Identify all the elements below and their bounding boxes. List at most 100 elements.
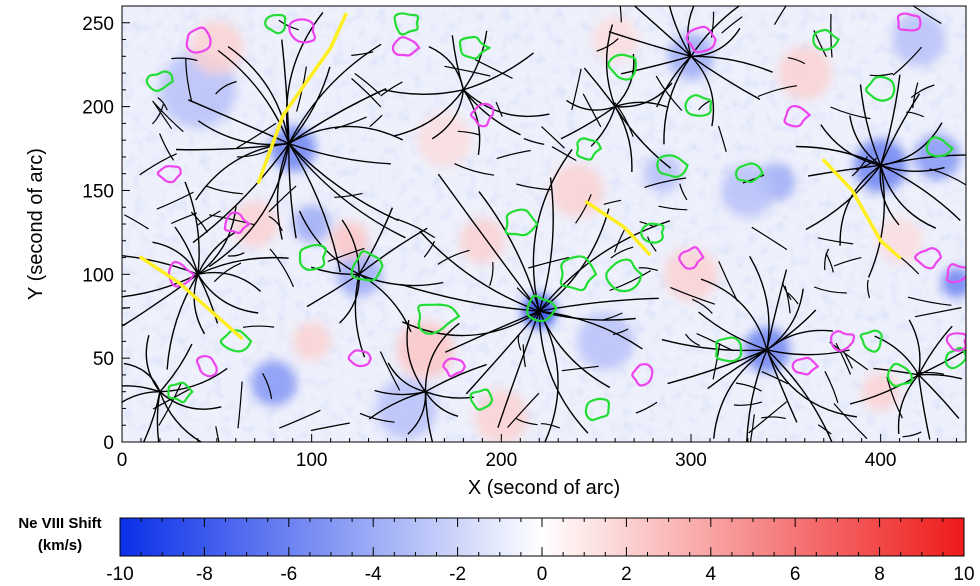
- blueshift-region: [892, 12, 946, 67]
- positive-contour: [715, 336, 743, 363]
- field-line: [566, 99, 616, 111]
- field-line: [424, 391, 459, 417]
- field-line: [742, 174, 765, 184]
- positive-contour: [559, 255, 598, 292]
- colorbar-tick-label: -4: [365, 564, 382, 585]
- positive-contour: [684, 94, 713, 117]
- field-line: [690, 27, 741, 57]
- positive-contour: [167, 381, 194, 404]
- negative-contour: [783, 104, 812, 128]
- field-line: [717, 125, 727, 152]
- field-line: [707, 349, 768, 390]
- field-line: [419, 230, 540, 312]
- field-line: [123, 362, 161, 392]
- positive-contour: [656, 154, 689, 178]
- field-line: [379, 351, 401, 391]
- field-line: [268, 185, 297, 213]
- field-line: [424, 322, 460, 392]
- field-line: [451, 35, 465, 90]
- field-line: [157, 97, 168, 111]
- field-line: [327, 247, 365, 263]
- field-line: [159, 391, 203, 442]
- field-line: [334, 116, 367, 130]
- field-line: [700, 278, 768, 350]
- field-line: [644, 177, 687, 188]
- field-line: [835, 342, 852, 375]
- field-line: [830, 106, 871, 120]
- field-line: [171, 57, 198, 62]
- field-line: [310, 422, 350, 432]
- neutral-line: [139, 255, 244, 340]
- magnetic-field-lines: [122, 6, 966, 442]
- field-line: [153, 102, 184, 133]
- positive-contour: [264, 13, 287, 35]
- field-line: [603, 199, 622, 205]
- field-line: [192, 143, 290, 244]
- field-line: [603, 312, 623, 321]
- field-line: [690, 55, 761, 101]
- field-line: [619, 6, 622, 23]
- field-line: [859, 84, 882, 166]
- field-line: [237, 381, 243, 429]
- blueshift-region: [250, 360, 297, 407]
- field-line: [880, 154, 966, 166]
- field-line: [825, 252, 834, 273]
- negative-contour: [914, 247, 943, 270]
- field-line: [608, 31, 692, 57]
- field-line: [236, 149, 269, 158]
- field-line: [457, 130, 481, 136]
- field-line: [880, 74, 901, 166]
- x-tick-label: 300: [675, 450, 707, 471]
- field-line: [880, 165, 937, 229]
- neutral-line: [256, 12, 348, 184]
- field-line: [879, 165, 900, 226]
- positive-contour: [735, 162, 764, 184]
- negative-contour: [391, 36, 421, 57]
- field-line: [539, 310, 636, 321]
- field-line: [444, 65, 491, 77]
- positive-contour: [469, 388, 494, 411]
- field-line: [406, 319, 427, 393]
- field-line: [507, 392, 540, 428]
- positive-contour: [350, 250, 384, 282]
- colorbar-unit: (km/s): [38, 537, 82, 554]
- field-line: [596, 38, 619, 52]
- x-tick-label: 400: [865, 450, 897, 471]
- field-line: [166, 273, 199, 370]
- field-line: [690, 55, 715, 127]
- negative-contour: [945, 263, 966, 284]
- field-line: [874, 335, 920, 376]
- y-tick-label: 50: [93, 349, 114, 370]
- positive-contour: [640, 222, 665, 244]
- y-tick-label: 200: [82, 98, 114, 119]
- field-line: [820, 124, 881, 166]
- field-line: [635, 401, 658, 414]
- field-line: [522, 344, 526, 368]
- field-line: [880, 164, 961, 222]
- field-line: [516, 287, 534, 304]
- field-line: [735, 382, 762, 392]
- y-tick-label: 100: [82, 265, 114, 286]
- field-line: [830, 13, 833, 58]
- field-line: [268, 215, 283, 232]
- colorbar-tick-label: 10: [953, 564, 974, 585]
- field-line: [489, 262, 494, 287]
- field-line: [656, 55, 692, 108]
- colorbar-tick-label: 6: [790, 564, 801, 585]
- redshift-region: [664, 247, 718, 301]
- field-line: [698, 311, 768, 351]
- field-line: [215, 426, 220, 442]
- field-line: [523, 138, 545, 145]
- positive-contour: [526, 294, 558, 323]
- field-line: [880, 93, 921, 166]
- plot-area: 0 100 200 300 400 0 50 100 150 200 250: [82, 5, 967, 471]
- field-line: [880, 164, 945, 173]
- field-line: [539, 297, 659, 312]
- x-axis-ticks: 0 100 200 300 400: [117, 434, 958, 471]
- field-line: [787, 57, 806, 65]
- positive-contour: [925, 136, 955, 158]
- field-line: [152, 388, 190, 410]
- field-line: [188, 99, 290, 145]
- field-line: [712, 343, 721, 380]
- redshift-region: [778, 46, 832, 100]
